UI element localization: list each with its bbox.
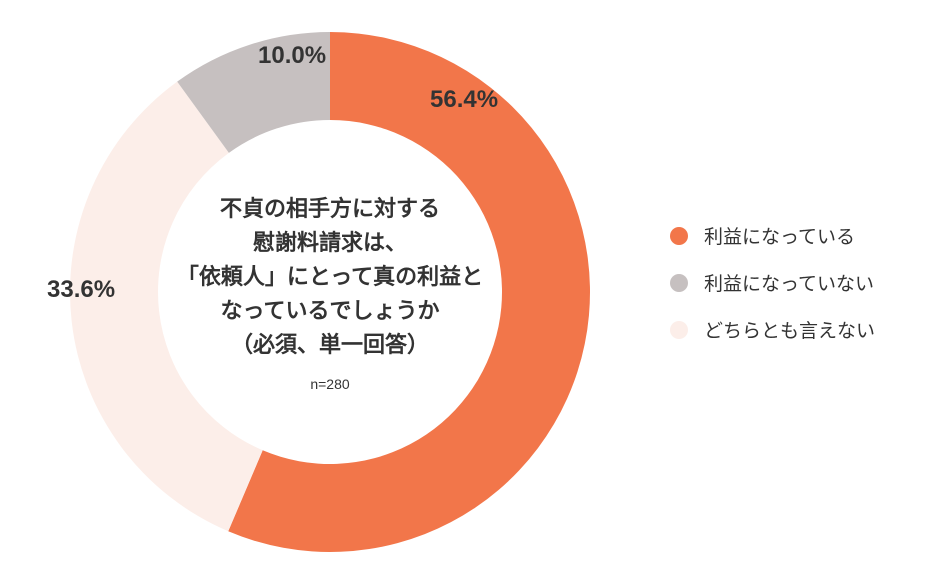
legend-label: どちらとも言えない <box>704 316 875 343</box>
pct-label-1: 33.6% <box>47 276 115 304</box>
legend-swatch-icon <box>670 274 688 292</box>
donut-chart: 不貞の相手方に対する 慰謝料請求は、 「依頼人」にとって真の利益と なっているで… <box>50 12 610 572</box>
center-line: 慰謝料請求は、 <box>253 226 407 260</box>
sample-size: n=280 <box>310 376 349 392</box>
center-caption: 不貞の相手方に対する 慰謝料請求は、 「依頼人」にとって真の利益と なっているで… <box>50 12 610 572</box>
chart-container: 不貞の相手方に対する 慰謝料請求は、 「依頼人」にとって真の利益と なっているで… <box>0 0 934 584</box>
center-line: 不貞の相手方に対する <box>220 192 440 226</box>
legend: 利益になっている 利益になっていない どちらとも言えない <box>670 222 875 363</box>
legend-item: 利益になっている <box>670 222 875 249</box>
center-line: （必須、単一回答） <box>231 328 429 362</box>
pct-label-0: 56.4% <box>430 86 498 114</box>
legend-label: 利益になっている <box>704 222 855 249</box>
center-line: 「依頼人」にとって真の利益と <box>177 260 483 294</box>
pct-label-2: 10.0% <box>258 42 326 70</box>
legend-item: どちらとも言えない <box>670 316 875 343</box>
legend-swatch-icon <box>670 227 688 245</box>
legend-label: 利益になっていない <box>704 269 874 296</box>
center-line: なっているでしょうか <box>221 294 440 328</box>
legend-item: 利益になっていない <box>670 269 875 296</box>
legend-swatch-icon <box>670 321 688 339</box>
